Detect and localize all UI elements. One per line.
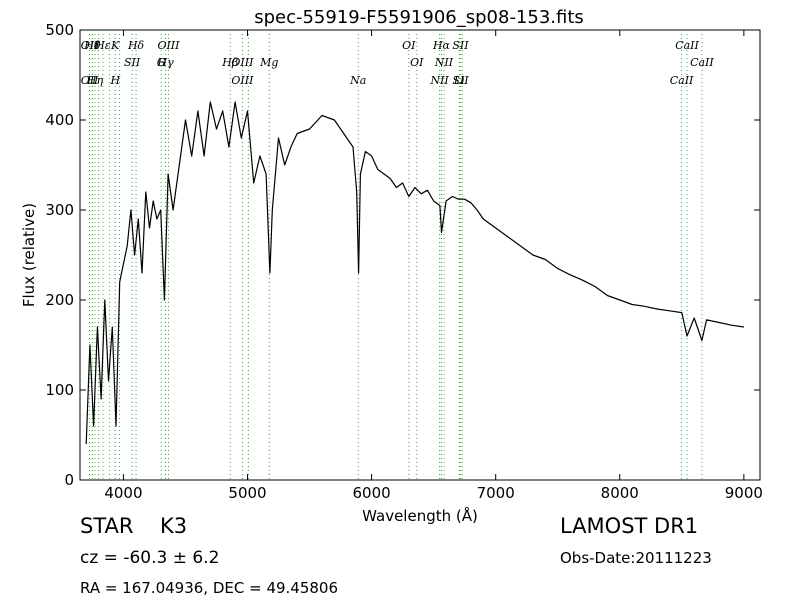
line-label-top: OIII: [157, 39, 180, 52]
line-label-top: Hε: [94, 39, 111, 52]
x-axis: 4000 5000 6000 7000 8000 9000: [104, 30, 763, 502]
observation-date: Obs-Date:20111223: [560, 549, 712, 567]
object-subclass: K3: [160, 514, 188, 538]
line-label-bottom: CaII: [690, 56, 714, 69]
line-label-bottom: H: [109, 74, 120, 87]
line-label-top: K: [110, 39, 120, 52]
y-tick-label: 0: [64, 471, 74, 489]
line-label-top: SII: [124, 56, 141, 69]
line-label-top: Hθ: [83, 39, 101, 52]
y-tick-label: 500: [45, 21, 74, 39]
x-tick-label: 8000: [601, 484, 639, 502]
y-tick-label: 100: [45, 381, 74, 399]
line-label-bottom: OI: [410, 56, 424, 69]
line-label-bottom: OIII: [231, 74, 254, 87]
line-label-bottom: Hβ: [221, 56, 238, 69]
line-label-bottom: G: [157, 56, 166, 69]
line-label-bottom: SII: [452, 74, 469, 87]
y-tick-label: 400: [45, 111, 74, 129]
survey-name: LAMOST DR1: [560, 514, 699, 538]
line-label-bottom: CaII: [670, 74, 694, 87]
line-label-bottom: Mg: [259, 56, 278, 69]
line-label-top: Hδ: [127, 39, 145, 52]
y-axis-label: Flux (relative): [20, 203, 38, 307]
plot-frame: [79, 29, 761, 481]
x-tick-label: 9000: [725, 484, 763, 502]
x-tick-label: 5000: [228, 484, 266, 502]
chart-title: spec-55919-F5591906_sp08-153.fits: [254, 7, 584, 28]
y-tick-label: 200: [45, 291, 74, 309]
x-tick-label: 7000: [477, 484, 515, 502]
coordinates: RA = 167.04936, DEC = 49.45806: [80, 579, 339, 597]
line-label-top: OII: [81, 39, 99, 52]
series-line: [85, 101, 744, 445]
line-label-bottom: Li: [453, 74, 465, 87]
x-axis-label: Wavelength (Å): [362, 506, 478, 525]
line-label-top: OIII: [231, 56, 254, 69]
line-label-top: Hγ: [157, 56, 175, 69]
line-label-bottom: NII: [434, 56, 454, 69]
line-label-bottom: Hη: [86, 74, 104, 87]
line-label-bottom: OII: [81, 74, 99, 87]
x-tick-label: 6000: [353, 484, 391, 502]
y-tick-label: 300: [45, 201, 74, 219]
line-label-top: Hα: [432, 39, 451, 52]
line-label-bottom: NII: [429, 74, 449, 87]
object-class: STAR: [80, 514, 134, 538]
line-label-bottom: Na: [349, 74, 366, 87]
x-tick-label: 4000: [104, 484, 142, 502]
series-layer: [85, 101, 744, 445]
line-label-top: OI: [402, 39, 416, 52]
line-label-top: CaII: [675, 39, 699, 52]
redshift-cz: cz = -60.3 ± 6.2: [80, 548, 220, 568]
line-label-top: SII: [452, 39, 469, 52]
y-axis: 0 100 200 300 400 500: [45, 21, 760, 489]
